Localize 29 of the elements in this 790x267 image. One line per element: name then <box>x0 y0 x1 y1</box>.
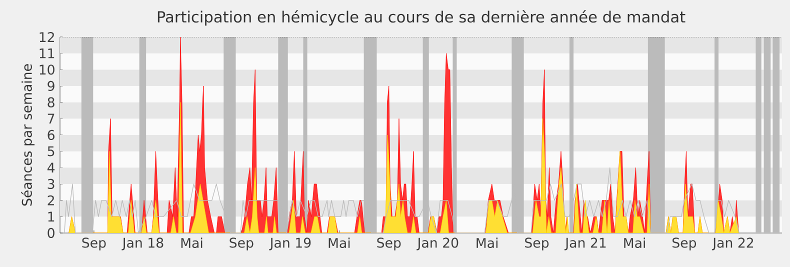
y-tick-label: 12 <box>40 32 54 42</box>
x-tick-label: Sep <box>525 238 549 250</box>
y-tick-label: 8 <box>48 97 54 108</box>
x-tick-label: Jan 21 <box>564 238 606 250</box>
x-tick-label: Sep <box>377 238 401 250</box>
x-tick-label: Sep <box>230 238 254 250</box>
x-tick-label: Jan 19 <box>269 238 311 250</box>
y-axis-title: Séances par semaine <box>21 64 35 206</box>
y-tick-label: 11 <box>40 48 54 58</box>
y-tick-label: 1 <box>48 212 54 222</box>
x-tick-label: Jan 18 <box>122 238 164 250</box>
y-tick-label: 4 <box>47 162 55 173</box>
y-tick-label: 3 <box>48 178 54 190</box>
x-tick-label: Jan 22 <box>712 238 754 250</box>
y-tick-label: 9 <box>48 80 54 92</box>
y-tick-label: 2 <box>48 195 54 206</box>
y-tick-label: 0 <box>48 228 54 238</box>
x-tick-label: Mai <box>624 238 645 248</box>
x-tick-label: Mai <box>328 238 350 248</box>
x-tick-label: Sep <box>672 238 696 250</box>
y-tick-label: 6 <box>48 130 54 140</box>
x-tick-label: Sep <box>82 238 106 250</box>
y-tick-label: 10 <box>40 64 54 75</box>
x-tick-label: Jan 20 <box>416 238 458 250</box>
y-tick-label: 5 <box>48 146 54 156</box>
y-tick-label: 7 <box>48 114 54 124</box>
chart-title: Participation en hémicycle au cours de sa dernière année de mandat <box>158 10 686 26</box>
x-tick-label: Mai <box>181 238 202 248</box>
x-tick-label: Mai <box>476 238 498 248</box>
